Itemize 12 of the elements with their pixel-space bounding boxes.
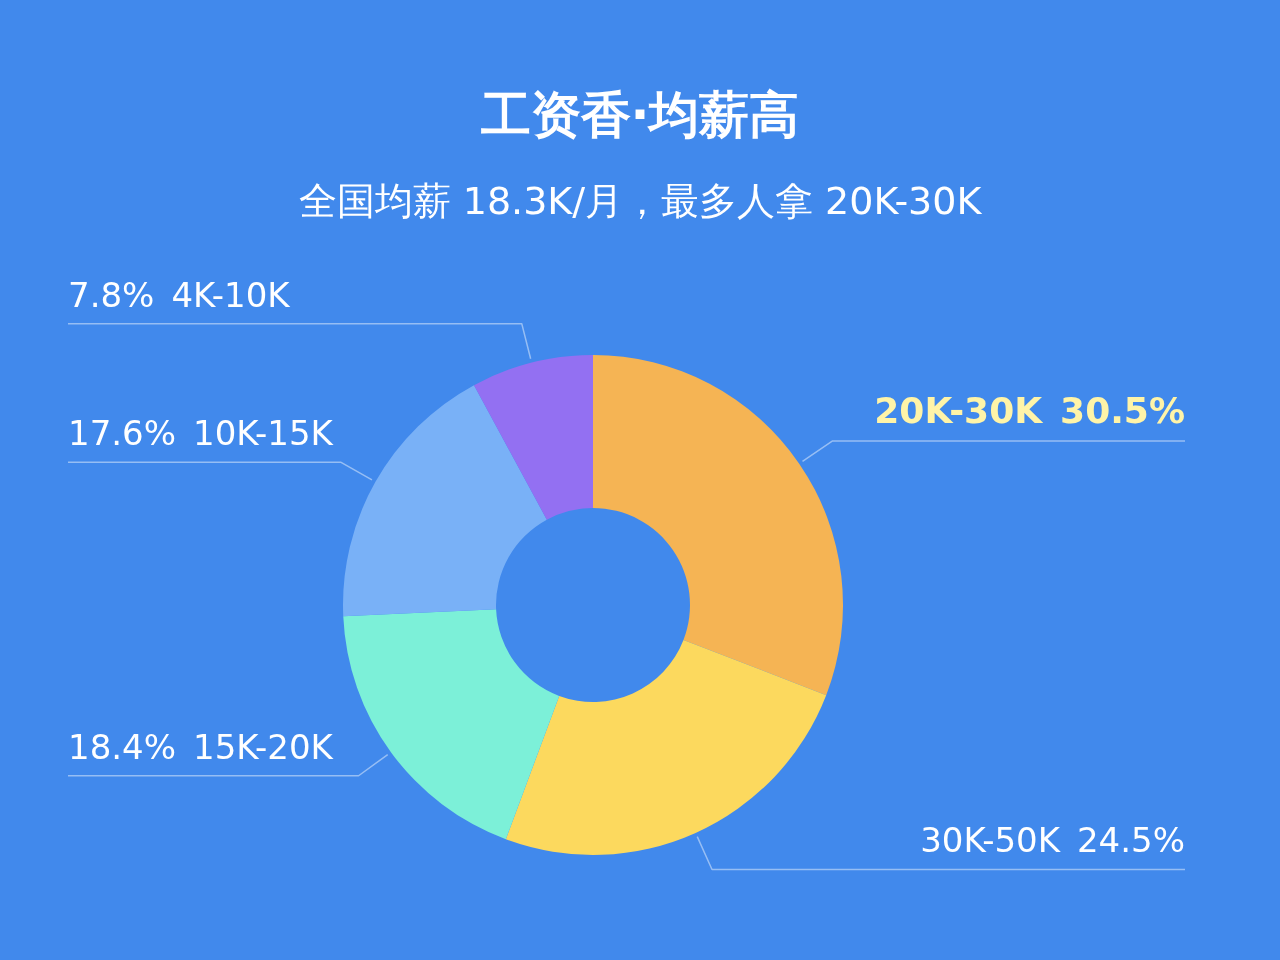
chart-subtitle: 全国均薪 18.3K/月，最多人拿 20K-30K — [298, 179, 983, 223]
slice-label: 7.8% 4K-10K — [68, 274, 292, 315]
donut-slice — [343, 609, 560, 840]
slice-label: 20K-30K 30.5% — [874, 390, 1185, 432]
donut-slice — [474, 355, 593, 520]
slice-label: 17.6% 10K-15K — [68, 413, 335, 454]
slice-label: 18.4% 15K-20K — [68, 726, 335, 767]
donut-slice — [505, 639, 827, 855]
chart-title: 工资香·均薪高 — [479, 86, 800, 144]
slice-label: 30K-50K 24.5% — [920, 820, 1185, 861]
donut-slice — [343, 385, 547, 617]
donut-slice — [593, 355, 843, 696]
